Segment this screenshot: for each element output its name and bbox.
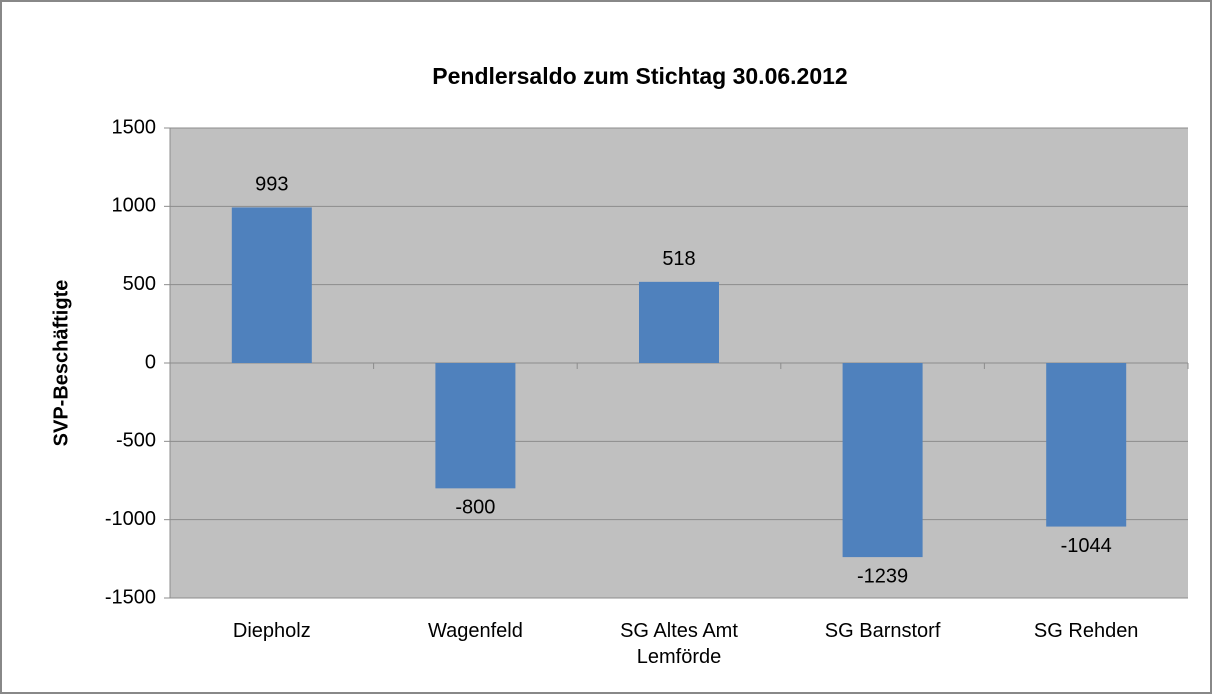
y-tick-label: -500	[116, 430, 156, 452]
value-label: -1239	[857, 565, 908, 587]
bar	[435, 363, 516, 489]
y-tick-label: 500	[123, 273, 156, 295]
y-tick-label: 1000	[112, 195, 157, 217]
value-label: 993	[255, 174, 288, 196]
chart-title: Pendlersaldo zum Stichtag 30.06.2012	[432, 63, 847, 89]
value-label: 518	[662, 248, 695, 270]
y-tick-label: 1500	[112, 116, 157, 138]
x-tick-label: SG Rehden	[1033, 620, 1139, 642]
value-label: -800	[455, 497, 495, 519]
x-tick-label: Diepholz	[232, 620, 311, 642]
x-tick-label: SG Altes Amt Lemförde	[620, 620, 738, 668]
y-axis-label: SVP-Beschäftigte	[50, 280, 72, 447]
value-label: -1044	[1061, 535, 1112, 557]
bar	[842, 363, 923, 558]
x-tick-label: SG Barnstorf	[824, 620, 941, 642]
bar	[1046, 363, 1127, 527]
x-tick-label: Wagenfeld	[427, 620, 523, 642]
y-tick-label: -1000	[105, 508, 156, 530]
y-tick-label: 0	[145, 351, 156, 373]
bar	[231, 207, 312, 363]
y-tick-label: -1500	[105, 586, 156, 608]
bar	[639, 281, 719, 363]
